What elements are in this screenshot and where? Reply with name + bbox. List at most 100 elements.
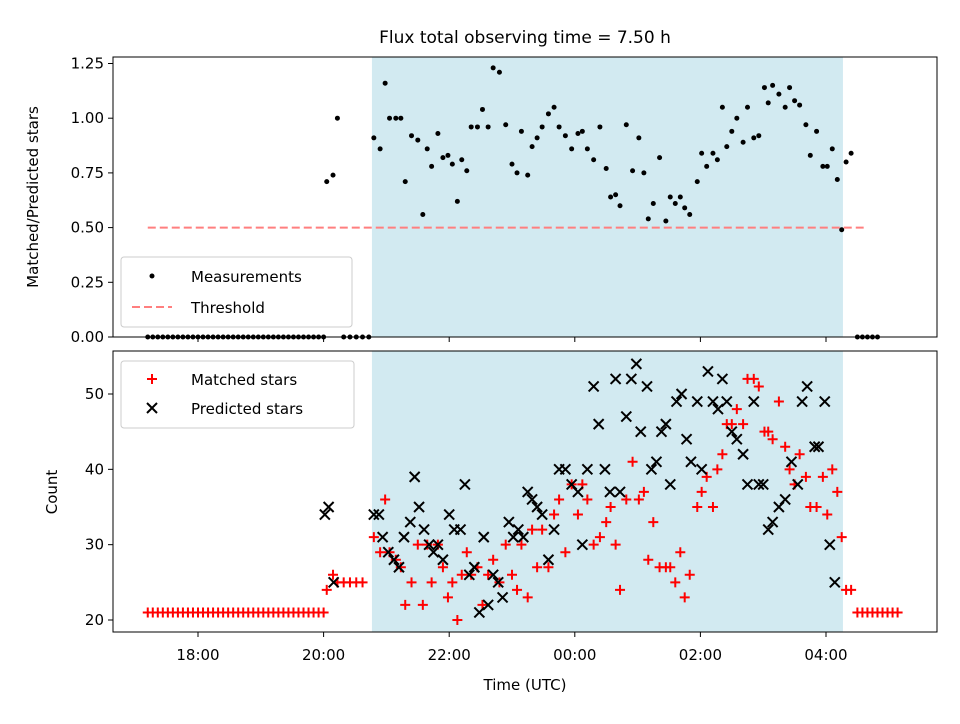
measurement-point bbox=[539, 124, 545, 130]
matched-star-point bbox=[684, 569, 695, 580]
predicted-star-point bbox=[741, 478, 754, 491]
measurement-point bbox=[440, 155, 446, 161]
top-legend: Measurements Threshold bbox=[120, 256, 353, 328]
predicted-star-point bbox=[581, 463, 594, 476]
y-tick-label: 40 bbox=[85, 460, 104, 478]
x-tick-label: 02:00 bbox=[679, 646, 722, 664]
matched-star-point bbox=[784, 464, 795, 475]
predicted-star-point bbox=[641, 380, 653, 393]
top-panel: Flux total observing time = 7.50 h 0.000… bbox=[24, 28, 938, 346]
measurement-point bbox=[551, 104, 557, 110]
top-x-ticks bbox=[197, 337, 827, 342]
measurement-point bbox=[509, 161, 515, 167]
predicted-star-point bbox=[322, 501, 335, 513]
predicted-star-point bbox=[753, 478, 765, 491]
legend-matched-marker bbox=[147, 374, 157, 384]
y-tick-label: 0.25 bbox=[71, 273, 104, 291]
predicted-star-point bbox=[808, 441, 821, 453]
predicted-star-point bbox=[542, 554, 555, 566]
predicted-star-point bbox=[670, 395, 683, 408]
measurement-point bbox=[429, 163, 435, 169]
measurement-point bbox=[334, 115, 340, 121]
measurement-point bbox=[630, 168, 636, 174]
matched-star-point bbox=[601, 517, 612, 528]
predicted-star-point bbox=[766, 516, 779, 528]
matched-star-point bbox=[748, 373, 759, 384]
matched-star-point bbox=[461, 547, 472, 558]
matched-star-point bbox=[627, 456, 638, 467]
measurement-point bbox=[613, 192, 619, 198]
measurement-point bbox=[402, 179, 408, 185]
measurement-point bbox=[650, 201, 656, 207]
predicted-star-point bbox=[779, 493, 791, 506]
measurement-point bbox=[382, 80, 388, 86]
predicted-star-point bbox=[468, 561, 481, 573]
measurement-point bbox=[617, 203, 623, 209]
matched-star-point bbox=[679, 592, 690, 603]
predicted-star-point bbox=[664, 478, 676, 491]
predicted-star-point bbox=[536, 508, 548, 521]
predicted-star-point bbox=[463, 569, 476, 581]
predicted-star-point bbox=[437, 554, 449, 566]
measurement-point bbox=[387, 115, 393, 121]
predicted-star-point bbox=[695, 463, 708, 476]
measurement-point bbox=[687, 211, 693, 217]
matched-star-point bbox=[442, 592, 453, 603]
predicted-star-point bbox=[824, 538, 836, 551]
matched-star-point bbox=[707, 502, 718, 512]
top-legend-box bbox=[120, 256, 353, 328]
measurement-point bbox=[485, 124, 491, 130]
predicted-star-point bbox=[691, 395, 703, 408]
matched-star-point bbox=[488, 554, 499, 565]
predicted-star-point bbox=[423, 538, 435, 551]
y-tick-label: 50 bbox=[85, 385, 104, 403]
predicted-star-point bbox=[829, 576, 841, 589]
predicted-star-point bbox=[721, 395, 733, 408]
measurement-point bbox=[787, 85, 793, 91]
predicted-star-point bbox=[796, 395, 808, 408]
matched-star-point bbox=[507, 569, 517, 580]
measurement-point bbox=[398, 115, 404, 121]
predicted-star-point bbox=[737, 448, 749, 460]
matched-star-point bbox=[648, 517, 659, 528]
measurement-point bbox=[449, 161, 455, 167]
measurement-point bbox=[479, 106, 485, 112]
predicted-star-point bbox=[382, 546, 394, 558]
matched-star-point bbox=[395, 562, 406, 573]
predicted-star-point bbox=[599, 463, 611, 476]
matched-star-point bbox=[621, 494, 632, 505]
matched-star-point bbox=[726, 419, 737, 430]
predicted-star-point bbox=[587, 380, 600, 393]
measurement-point bbox=[569, 146, 575, 152]
matched-star-point bbox=[846, 584, 857, 595]
measurement-point bbox=[843, 159, 849, 165]
predicted-star-point bbox=[572, 486, 584, 498]
predicted-star-point bbox=[368, 508, 380, 521]
matched-star-point bbox=[318, 607, 329, 618]
predicted-star-point bbox=[576, 538, 589, 551]
matched-star-point bbox=[763, 426, 774, 437]
predicted-star-point bbox=[614, 486, 626, 498]
measurement-point bbox=[704, 163, 710, 169]
predicted-star-point bbox=[792, 478, 804, 491]
matched-star-point bbox=[400, 599, 411, 610]
measurement-point bbox=[839, 227, 845, 233]
predicted-star-point bbox=[620, 410, 633, 423]
measurement-point bbox=[603, 166, 609, 172]
predicted-star-point bbox=[559, 463, 572, 476]
bottom-axes-frame bbox=[112, 350, 938, 633]
measurement-point bbox=[496, 69, 502, 75]
bottom-legend-box bbox=[120, 360, 355, 429]
predicted-star-point bbox=[487, 569, 499, 581]
measurement-point bbox=[562, 133, 568, 139]
matched-star-point bbox=[610, 539, 621, 550]
measurement-point bbox=[474, 124, 480, 130]
measurement-point bbox=[710, 150, 716, 156]
measurement-point bbox=[545, 111, 551, 117]
matched-star-point bbox=[753, 381, 764, 392]
matched-star-point bbox=[417, 599, 428, 610]
matched-star-point bbox=[794, 449, 805, 460]
predicted-star-point bbox=[650, 456, 663, 468]
predicted-star-point bbox=[685, 456, 697, 468]
measurement-point bbox=[782, 104, 788, 110]
